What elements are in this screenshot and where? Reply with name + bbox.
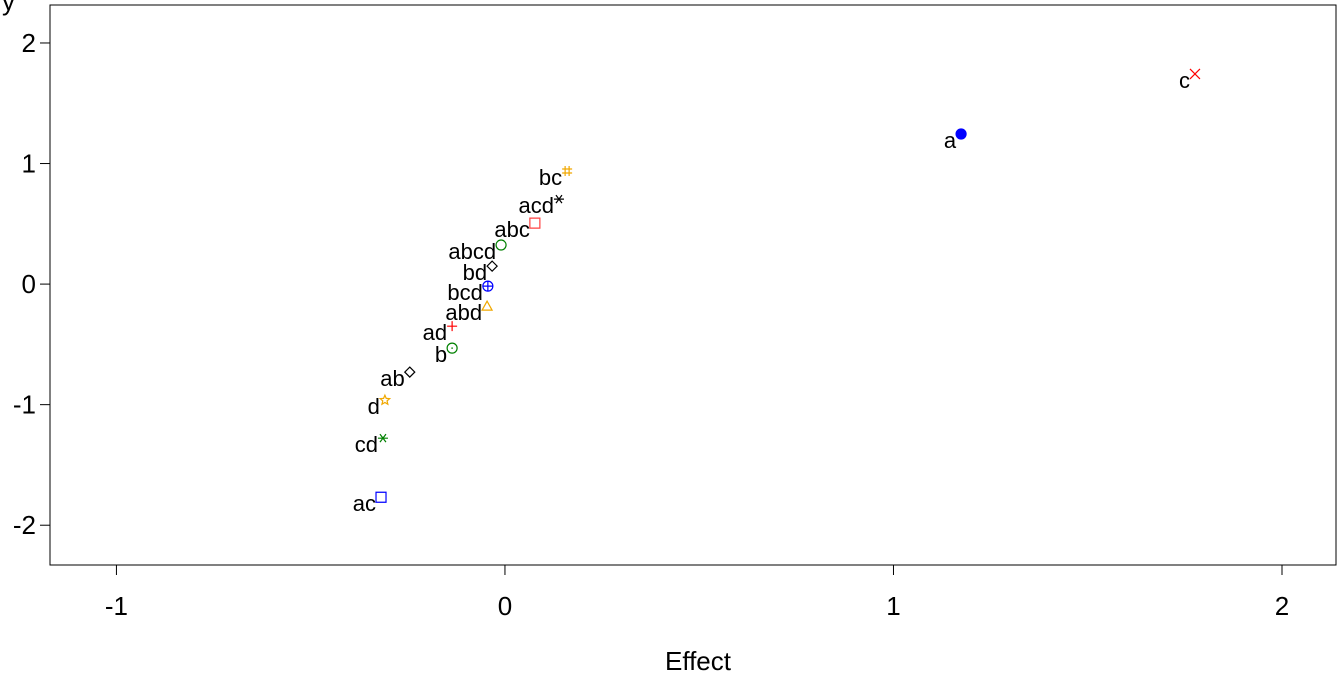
x-axis-label: Effect [665,646,732,676]
point-label: ac [353,491,376,516]
x-tick-label: -1 [105,591,128,621]
marker [403,366,416,378]
point-label: cd [355,432,378,457]
marker [529,217,541,229]
point-label: acd [518,193,553,218]
marker [1189,68,1201,80]
marker [955,128,967,140]
plot-frame [49,4,1337,566]
point-label: b [435,342,447,367]
marker [481,299,494,311]
marker [378,393,392,406]
marker [486,260,498,272]
point-label: abc [494,217,529,242]
marker [553,194,564,204]
point-label: c [1179,68,1190,93]
marker [562,166,573,177]
point-label: bcd [447,280,482,305]
marker [446,342,458,354]
point-label: ab [380,366,404,391]
y-tick-label: 1 [22,149,36,179]
x-tick-label: 1 [886,591,900,621]
y-tick-label: 2 [22,28,36,58]
y-tick-label: -2 [13,510,36,540]
marker [377,433,388,443]
point-label: abcd [448,239,496,264]
y-tick-label: -1 [13,390,36,420]
point-label: d [368,394,380,419]
marker [375,491,387,503]
x-tick-label: 2 [1275,591,1289,621]
point-label: a [944,128,957,153]
point-label: bd [463,260,487,285]
point-label: abd [445,300,482,325]
marker [495,239,507,251]
marker [482,280,494,292]
y-axis-label: y [2,0,15,16]
x-tick-label: 0 [498,591,512,621]
point-label: bc [539,165,562,190]
point-label: ad [423,320,447,345]
marker [447,321,458,332]
y-tick-label: 0 [22,269,36,299]
